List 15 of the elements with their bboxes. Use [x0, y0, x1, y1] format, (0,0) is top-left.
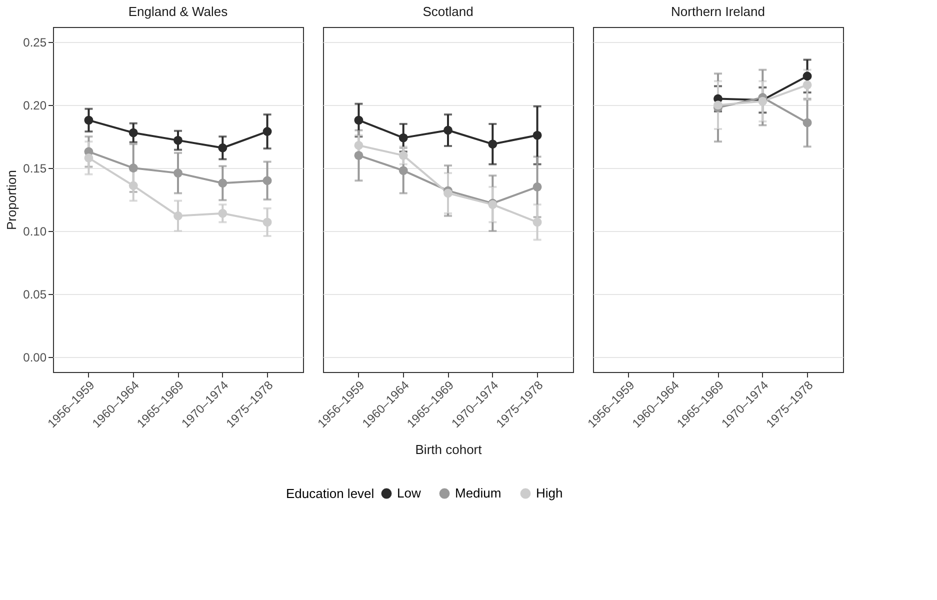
- chart-title: Northern Ireland: [671, 4, 765, 19]
- y-axis-title: Proportion: [4, 170, 20, 230]
- legend-label: High: [536, 486, 563, 501]
- y-tick-label: 0.00: [23, 350, 47, 364]
- y-tick-label: 0.20: [23, 98, 47, 113]
- y-tick-label: 0.15: [23, 162, 47, 176]
- chart-title: England & Wales: [128, 4, 228, 19]
- y-tick-label: 0.25: [23, 36, 47, 50]
- legend-title: Education level: [286, 486, 374, 501]
- legend-label: Low: [397, 486, 422, 501]
- chart-title: Scotland: [422, 4, 474, 19]
- x-axis-title: Birth cohort: [415, 442, 482, 457]
- y-tick-label: 0.05: [23, 287, 47, 302]
- y-tick-label: 0.10: [23, 224, 47, 238]
- legend-label: Medium: [455, 486, 502, 501]
